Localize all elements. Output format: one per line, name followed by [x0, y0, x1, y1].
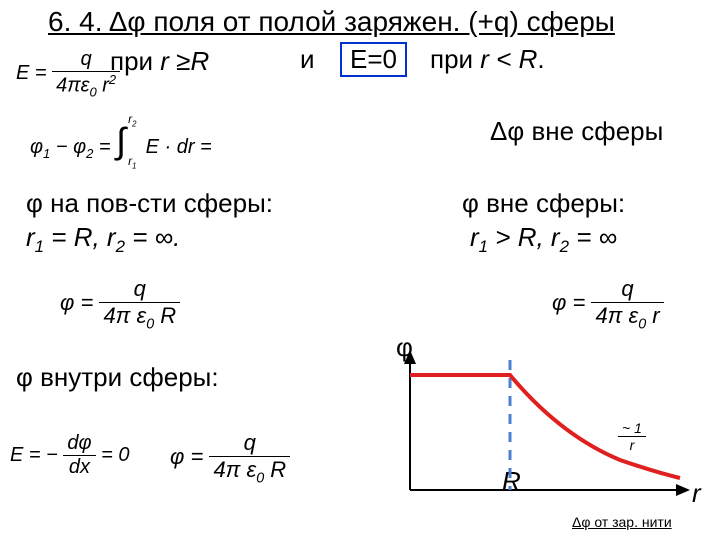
potential-chart: [0, 0, 720, 540]
